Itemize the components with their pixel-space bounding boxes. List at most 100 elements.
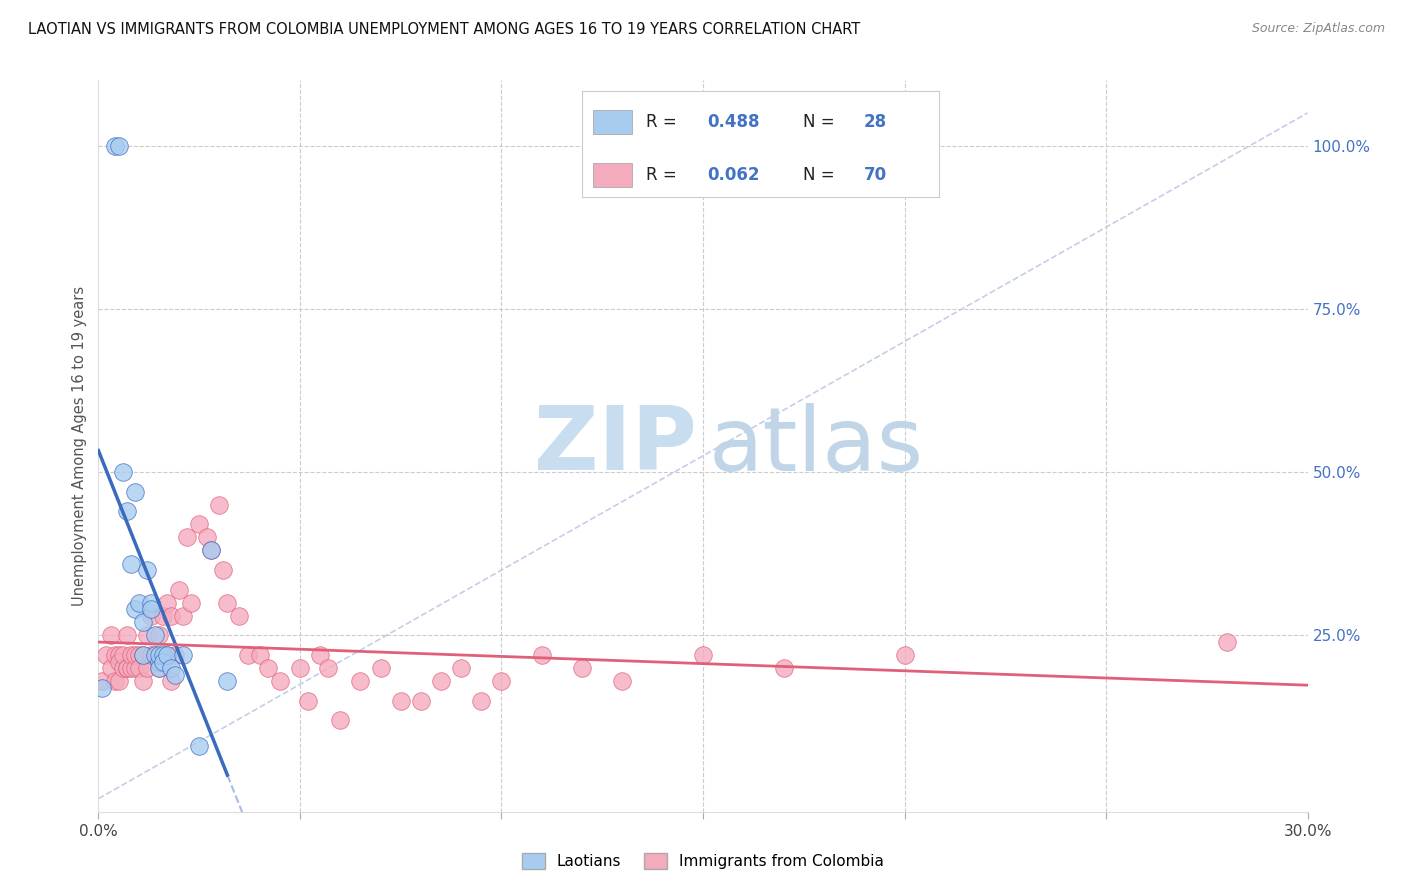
- Point: [156, 596, 179, 610]
- Point: [148, 655, 170, 669]
- Point: [236, 648, 259, 662]
- Point: [163, 648, 186, 662]
- Point: [409, 694, 432, 708]
- Point: [124, 648, 146, 662]
- Point: [132, 648, 155, 662]
- Point: [107, 138, 129, 153]
- Point: [132, 615, 155, 630]
- Point: [1216, 635, 1239, 649]
- Point: [176, 530, 198, 544]
- Point: [160, 674, 183, 689]
- Point: [148, 648, 170, 662]
- Text: Source: ZipAtlas.com: Source: ZipAtlas.com: [1251, 22, 1385, 36]
- Point: [143, 648, 166, 662]
- Point: [103, 674, 125, 689]
- Point: [195, 530, 218, 544]
- Point: [111, 465, 134, 479]
- Point: [115, 504, 138, 518]
- Point: [188, 517, 211, 532]
- Point: [200, 543, 222, 558]
- Point: [139, 608, 162, 623]
- Point: [571, 661, 593, 675]
- Point: [316, 661, 339, 675]
- Point: [772, 661, 794, 675]
- Point: [349, 674, 371, 689]
- Point: [96, 648, 118, 662]
- Point: [217, 596, 239, 610]
- Point: [135, 563, 157, 577]
- Point: [309, 648, 332, 662]
- Point: [389, 694, 412, 708]
- Point: [100, 628, 122, 642]
- Point: [172, 648, 194, 662]
- Point: [217, 674, 239, 689]
- Point: [143, 648, 166, 662]
- Point: [188, 739, 211, 754]
- Point: [172, 608, 194, 623]
- Point: [139, 602, 162, 616]
- Point: [139, 596, 162, 610]
- Point: [160, 661, 183, 675]
- Point: [111, 661, 134, 675]
- Point: [135, 661, 157, 675]
- Point: [297, 694, 319, 708]
- Point: [148, 628, 170, 642]
- Point: [128, 661, 150, 675]
- Point: [893, 648, 915, 662]
- Point: [120, 557, 142, 571]
- Text: ZIP: ZIP: [534, 402, 697, 490]
- Point: [103, 138, 125, 153]
- Point: [120, 648, 142, 662]
- Point: [135, 628, 157, 642]
- Point: [269, 674, 291, 689]
- Point: [91, 674, 114, 689]
- Point: [103, 648, 125, 662]
- Point: [156, 648, 179, 662]
- Point: [128, 648, 150, 662]
- Point: [111, 648, 134, 662]
- Point: [120, 661, 142, 675]
- Point: [148, 661, 170, 675]
- Point: [160, 608, 183, 623]
- Point: [124, 484, 146, 499]
- Point: [91, 681, 114, 695]
- Point: [612, 674, 634, 689]
- Point: [152, 655, 174, 669]
- Point: [288, 661, 311, 675]
- Point: [115, 628, 138, 642]
- Point: [115, 661, 138, 675]
- Point: [530, 648, 553, 662]
- Point: [115, 661, 138, 675]
- Point: [249, 648, 271, 662]
- Point: [143, 628, 166, 642]
- Point: [692, 648, 714, 662]
- Point: [200, 543, 222, 558]
- Text: atlas: atlas: [709, 402, 924, 490]
- Point: [124, 602, 146, 616]
- Point: [256, 661, 278, 675]
- Point: [370, 661, 392, 675]
- Point: [329, 714, 352, 728]
- Point: [491, 674, 513, 689]
- Point: [167, 582, 190, 597]
- Point: [132, 674, 155, 689]
- Point: [107, 674, 129, 689]
- Point: [139, 648, 162, 662]
- Point: [212, 563, 235, 577]
- Point: [128, 596, 150, 610]
- Text: LAOTIAN VS IMMIGRANTS FROM COLOMBIA UNEMPLOYMENT AMONG AGES 16 TO 19 YEARS CORRE: LAOTIAN VS IMMIGRANTS FROM COLOMBIA UNEM…: [28, 22, 860, 37]
- Point: [180, 596, 202, 610]
- Point: [208, 498, 231, 512]
- Point: [470, 694, 492, 708]
- Point: [430, 674, 453, 689]
- Point: [148, 661, 170, 675]
- Point: [107, 655, 129, 669]
- Point: [163, 667, 186, 681]
- Point: [152, 648, 174, 662]
- Point: [107, 648, 129, 662]
- Y-axis label: Unemployment Among Ages 16 to 19 years: Unemployment Among Ages 16 to 19 years: [72, 286, 87, 606]
- Point: [450, 661, 472, 675]
- Point: [152, 608, 174, 623]
- Point: [132, 648, 155, 662]
- Point: [124, 661, 146, 675]
